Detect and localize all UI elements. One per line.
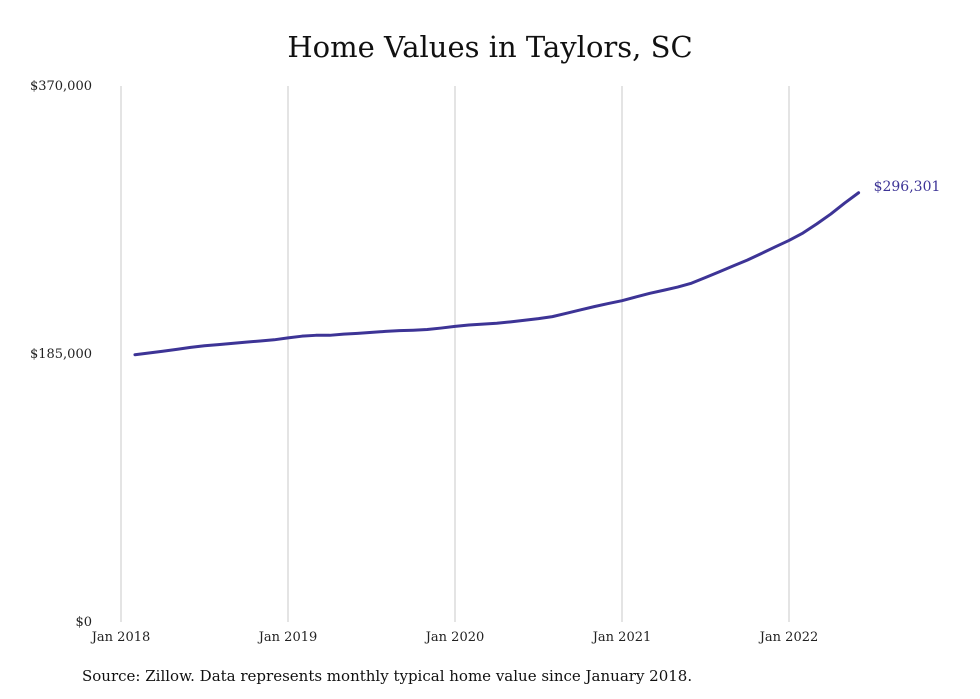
y-axis-ticks: $0 $185,000 $370,000 xyxy=(30,79,92,630)
x-tick-label: Jan 2022 xyxy=(758,630,819,645)
x-tick-label: Jan 2018 xyxy=(90,630,151,645)
y-tick-label: $185,000 xyxy=(30,347,92,362)
chart-title: Home Values in Taylors, SC xyxy=(287,30,693,64)
x-axis-ticks: Jan 2018 Jan 2019 Jan 2020 Jan 2021 Jan 2022 xyxy=(90,630,819,645)
y-tick-label: $370,000 xyxy=(30,79,92,94)
end-value-label: $296,301 xyxy=(874,179,941,195)
source-note: Source: Zillow. Data represents monthly … xyxy=(82,667,693,685)
series-line xyxy=(133,191,861,357)
x-tick-label: Jan 2019 xyxy=(257,630,318,645)
grid-layer xyxy=(120,86,790,622)
x-tick-label: Jan 2020 xyxy=(424,630,485,645)
x-tick-label: Jan 2021 xyxy=(591,630,652,645)
y-tick-label: $0 xyxy=(75,615,92,630)
series-layer xyxy=(133,191,861,357)
label-layer: $296,301 xyxy=(874,179,941,195)
